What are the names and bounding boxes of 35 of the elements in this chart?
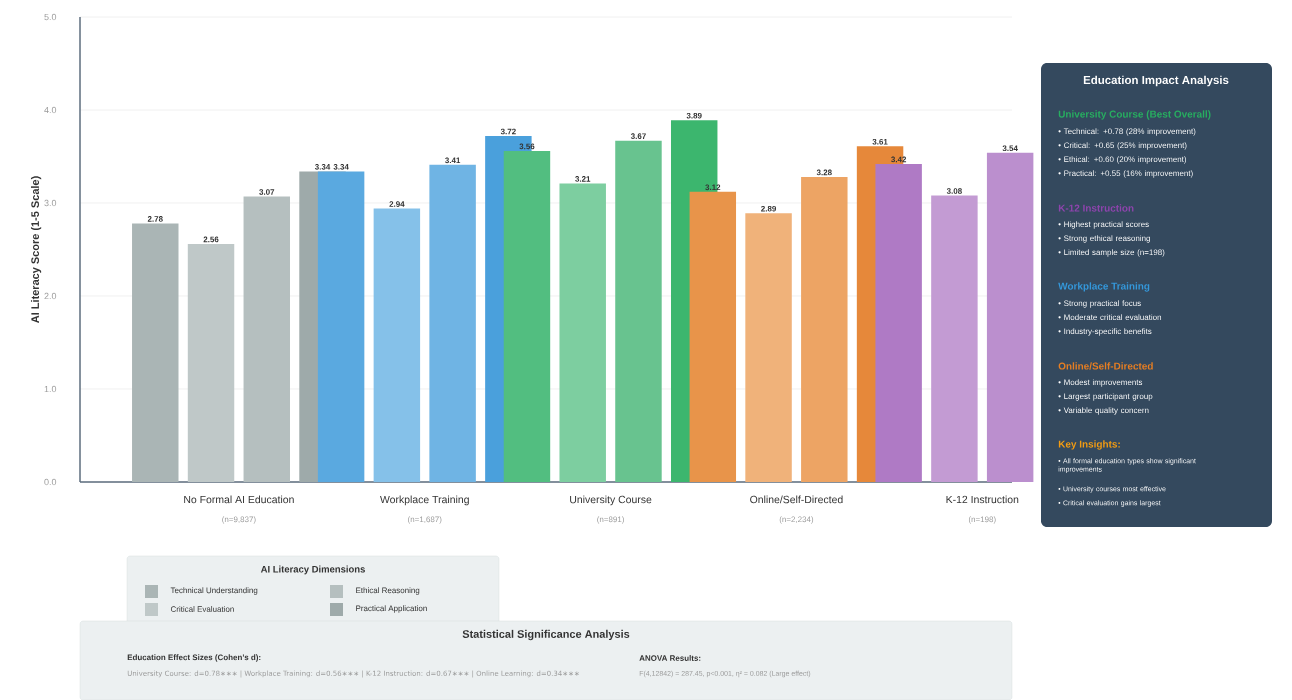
bar: [689, 191, 737, 482]
bar: [132, 223, 179, 482]
text: University Course (Best Overall): [1058, 110, 1211, 120]
text: Workplace Training: [1058, 282, 1150, 292]
y-axis-title: AI Literacy Score (1-5 Scale): [30, 176, 42, 323]
text: K-12 Instruction: [1058, 204, 1134, 212]
bar: [615, 140, 662, 482]
bar: [559, 183, 606, 482]
x-tick-label: K-12 Instruction: [946, 495, 1019, 504]
bar: [931, 195, 978, 482]
y-tick-label: 2.0: [44, 292, 57, 300]
x-tick-label: University Course: [570, 495, 652, 506]
bar: [429, 164, 476, 482]
text: Online/Self-Directed: [1058, 362, 1153, 370]
y-tick-label: 0.0: [44, 478, 57, 486]
bar: [986, 152, 1034, 482]
bar: [503, 150, 551, 482]
bar: [373, 208, 421, 482]
bar: [745, 213, 792, 482]
y-tick-label: 1.0: [44, 385, 57, 393]
y-tick-label: 5.0: [44, 13, 57, 21]
text: Education Impact Analysis: [1083, 75, 1229, 87]
bar: [317, 171, 365, 482]
text: Key Insights:: [1058, 440, 1120, 450]
x-tick-label: Online/Self-Directed: [750, 495, 843, 504]
bar: [243, 196, 291, 482]
bar: [875, 163, 922, 482]
y-tick-label: 4.0: [44, 106, 57, 114]
x-tick-label: Workplace Training: [380, 495, 469, 506]
bar: [801, 176, 848, 482]
text: Statistical Significance Analysis: [462, 629, 630, 641]
legend-title: AI Literacy Dimensions: [260, 565, 365, 575]
bar: [187, 243, 235, 482]
y-tick-label: 3.0: [44, 199, 57, 207]
x-tick-label: No Formal AI Education: [184, 495, 294, 504]
